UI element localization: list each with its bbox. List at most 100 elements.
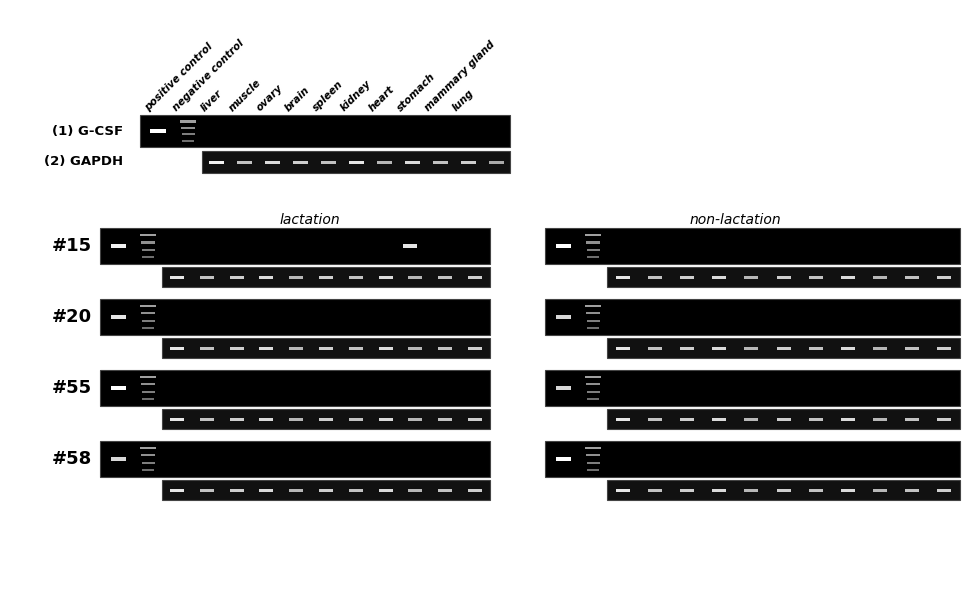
Bar [141, 249, 155, 251]
Bar [141, 454, 155, 456]
Bar [349, 417, 363, 420]
Bar [469, 489, 482, 492]
Bar [321, 160, 335, 163]
Text: lactation: lactation [280, 213, 340, 227]
Bar [680, 346, 695, 349]
Bar [616, 346, 630, 349]
Bar [587, 256, 599, 258]
Bar [712, 489, 726, 492]
Bar [142, 398, 154, 400]
Text: (1) G-CSF: (1) G-CSF [52, 124, 123, 138]
Bar [905, 417, 919, 420]
Bar [545, 228, 960, 264]
Text: positive control: positive control [143, 41, 214, 113]
Bar [140, 305, 156, 307]
Bar [461, 160, 475, 163]
Bar [745, 346, 758, 349]
Bar [377, 160, 391, 163]
Bar [289, 276, 303, 279]
Bar [586, 249, 600, 251]
Bar [712, 417, 726, 420]
Text: muscle: muscle [227, 77, 263, 113]
Bar [140, 376, 156, 379]
Bar [712, 346, 726, 349]
Bar [230, 489, 243, 492]
Bar [905, 489, 919, 492]
Bar [607, 267, 960, 287]
Bar [545, 299, 960, 335]
Bar [680, 417, 695, 420]
Bar [349, 276, 363, 279]
Bar [162, 409, 490, 429]
Bar [555, 386, 571, 390]
Bar [680, 489, 695, 492]
Bar [170, 276, 184, 279]
Bar [319, 417, 333, 420]
Bar [110, 244, 126, 248]
Bar [230, 417, 243, 420]
Bar [110, 315, 126, 319]
Bar [809, 417, 823, 420]
Bar [586, 390, 600, 393]
Text: non-lactation: non-lactation [689, 213, 781, 227]
Bar [200, 489, 213, 492]
Text: #55: #55 [52, 379, 92, 397]
Bar [616, 417, 630, 420]
Bar [182, 139, 194, 142]
Text: brain: brain [283, 84, 312, 113]
Bar [872, 276, 887, 279]
Bar [586, 383, 600, 386]
Bar [150, 129, 166, 133]
Bar [439, 489, 452, 492]
Bar [489, 160, 503, 163]
Bar [409, 346, 422, 349]
Bar [777, 489, 790, 492]
Bar [555, 457, 571, 460]
Bar [409, 417, 422, 420]
Bar [587, 469, 599, 471]
Bar [182, 133, 194, 135]
Bar [379, 276, 392, 279]
Bar [937, 489, 951, 492]
Bar [777, 417, 790, 420]
Bar [745, 276, 758, 279]
Bar [293, 160, 307, 163]
Bar [439, 346, 452, 349]
Bar [469, 276, 482, 279]
Bar [141, 312, 155, 315]
Bar [648, 417, 662, 420]
Bar [349, 160, 363, 163]
Bar [230, 276, 243, 279]
Bar [403, 245, 417, 248]
Bar [259, 489, 273, 492]
Bar [469, 346, 482, 349]
Bar [409, 489, 422, 492]
Bar [840, 489, 855, 492]
Bar [140, 447, 156, 449]
Bar [202, 151, 510, 173]
Bar [607, 338, 960, 358]
Bar [937, 346, 951, 349]
Bar [777, 346, 790, 349]
Bar [110, 457, 126, 460]
Bar [289, 489, 303, 492]
Bar [181, 127, 195, 129]
Text: negative control: negative control [171, 38, 246, 113]
Text: ovary: ovary [255, 83, 285, 113]
Text: kidney: kidney [339, 78, 374, 113]
Bar [162, 338, 490, 358]
Bar [100, 441, 490, 477]
Bar [141, 242, 155, 243]
Bar [777, 276, 790, 279]
Bar [259, 346, 273, 349]
Bar [648, 276, 662, 279]
Bar [587, 327, 599, 329]
Bar [905, 346, 919, 349]
Bar [162, 480, 490, 500]
Bar [439, 417, 452, 420]
Bar [142, 327, 154, 329]
Bar [586, 242, 600, 243]
Bar [809, 489, 823, 492]
Bar [648, 346, 662, 349]
Bar [586, 312, 600, 315]
